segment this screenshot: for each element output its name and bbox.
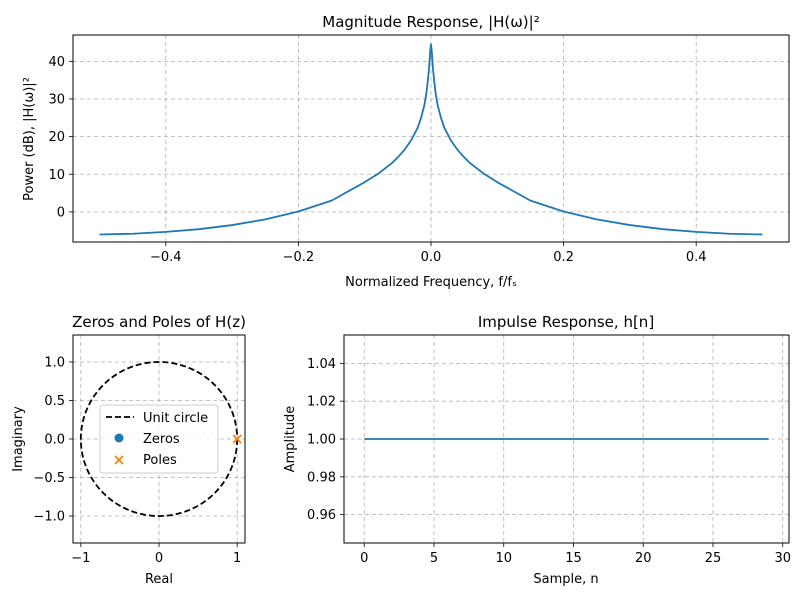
polezero-ticks: −1 0 1 −1.0 −0.5 0.0 0.5 1.0: [33, 355, 241, 566]
impulse-ytick-label-2: 1.00: [307, 433, 336, 448]
legend-box: [99, 404, 219, 474]
impulse-xlabel: Sample, n: [533, 572, 598, 587]
legend-poles-label: Poles: [143, 453, 177, 468]
magnitude-line-0: [99, 43, 763, 236]
impulse-xtick-label-2: 10: [495, 551, 512, 566]
magnitude-series: [99, 43, 763, 236]
polezero-xtick-label-0: −1: [71, 551, 90, 566]
magnitude-xtick-label-3: 0.2: [553, 250, 574, 265]
magnitude-xtick-label-2: 0.0: [421, 250, 442, 265]
magnitude-ytick-label-1: 10: [48, 168, 65, 183]
magnitude-xtick-label-4: 0.4: [686, 250, 707, 265]
legend-unit-circle-label: Unit circle: [143, 411, 208, 426]
magnitude-ytick-label-3: 30: [48, 92, 65, 107]
impulse-xtick-label-6: 30: [774, 551, 791, 566]
legend-zeros-label: Zeros: [143, 432, 180, 447]
impulse-ytick-label-3: 1.02: [307, 395, 336, 410]
impulse-xtick-label-4: 20: [635, 551, 652, 566]
impulse-xtick-label-3: 15: [565, 551, 582, 566]
magnitude-title: Magnitude Response, |H(ω)|²: [322, 13, 539, 31]
polezero-legend: Unit circle Zeros Poles: [99, 404, 219, 474]
magnitude-panel: −0.4 −0.2 0.0 0.2 0.4 0 10 20 30 40 Magnitude Res…: [22, 13, 790, 290]
magnitude-ytick-label-0: 0: [57, 205, 65, 220]
impulse-ytick-label-1: 0.98: [307, 470, 336, 485]
polezero-xtick-label-1: 0: [155, 551, 163, 566]
polezero-ytick-label-2: 0.0: [44, 433, 65, 448]
legend-zeros-swatch: [114, 433, 124, 443]
magnitude-xtick-label-1: −0.2: [283, 250, 315, 265]
impulse-title: Impulse Response, h[n]: [478, 313, 654, 331]
impulse-ylabel: Amplitude: [283, 406, 298, 473]
impulse-xtick-label-0: 0: [360, 551, 368, 566]
magnitude-ylabel: Power (dB), |H(ω)|²: [22, 77, 37, 201]
magnitude-ytick-label-4: 40: [48, 55, 65, 70]
impulse-xtick-label-1: 5: [430, 551, 438, 566]
polezero-xtick-label-2: 1: [233, 551, 241, 566]
magnitude-ytick-label-2: 20: [48, 130, 65, 145]
legend-poles-swatch: [114, 455, 124, 465]
polezero-ytick-label-0: −1.0: [33, 510, 65, 525]
impulse-xtick-label-5: 25: [705, 551, 722, 566]
magnitude-xlabel: Normalized Frequency, f/fₛ: [345, 275, 517, 290]
polezero-title: Zeros and Poles of H(z): [72, 313, 246, 331]
pole-marker-stroke-b-0: [232, 434, 242, 444]
impulse-panel: 0 5 10 15 20 25 30 0.96 0.98 1.00 1.02 1.04 Impulse…: [283, 313, 791, 587]
polezero-ytick-label-1: −0.5: [33, 471, 65, 486]
polezero-panel: −1 0 1 −1.0 −0.5 0.0 0.5 1.0 Zeros and Poles of…: [11, 313, 246, 587]
impulse-ytick-label-0: 0.96: [307, 508, 336, 523]
magnitude-ticks: −0.4 −0.2 0.0 0.2 0.4 0 10 20 30 40: [48, 55, 706, 265]
polezero-marks: [79, 361, 242, 517]
impulse-ticks: 0 5 10 15 20 25 30 0.96 0.98 1.00 1.02 1.04: [307, 357, 791, 566]
impulse-ytick-label-4: 1.04: [307, 357, 336, 372]
magnitude-xtick-label-0: −0.4: [150, 250, 182, 265]
polezero-xlabel: Real: [145, 572, 173, 587]
magnitude-grid: [73, 35, 789, 242]
polezero-ytick-label-4: 1.0: [44, 355, 65, 370]
polezero-ylabel: Imaginary: [11, 406, 26, 472]
pole-marker-0: [232, 434, 242, 444]
polezero-ytick-label-3: 0.5: [44, 394, 65, 409]
